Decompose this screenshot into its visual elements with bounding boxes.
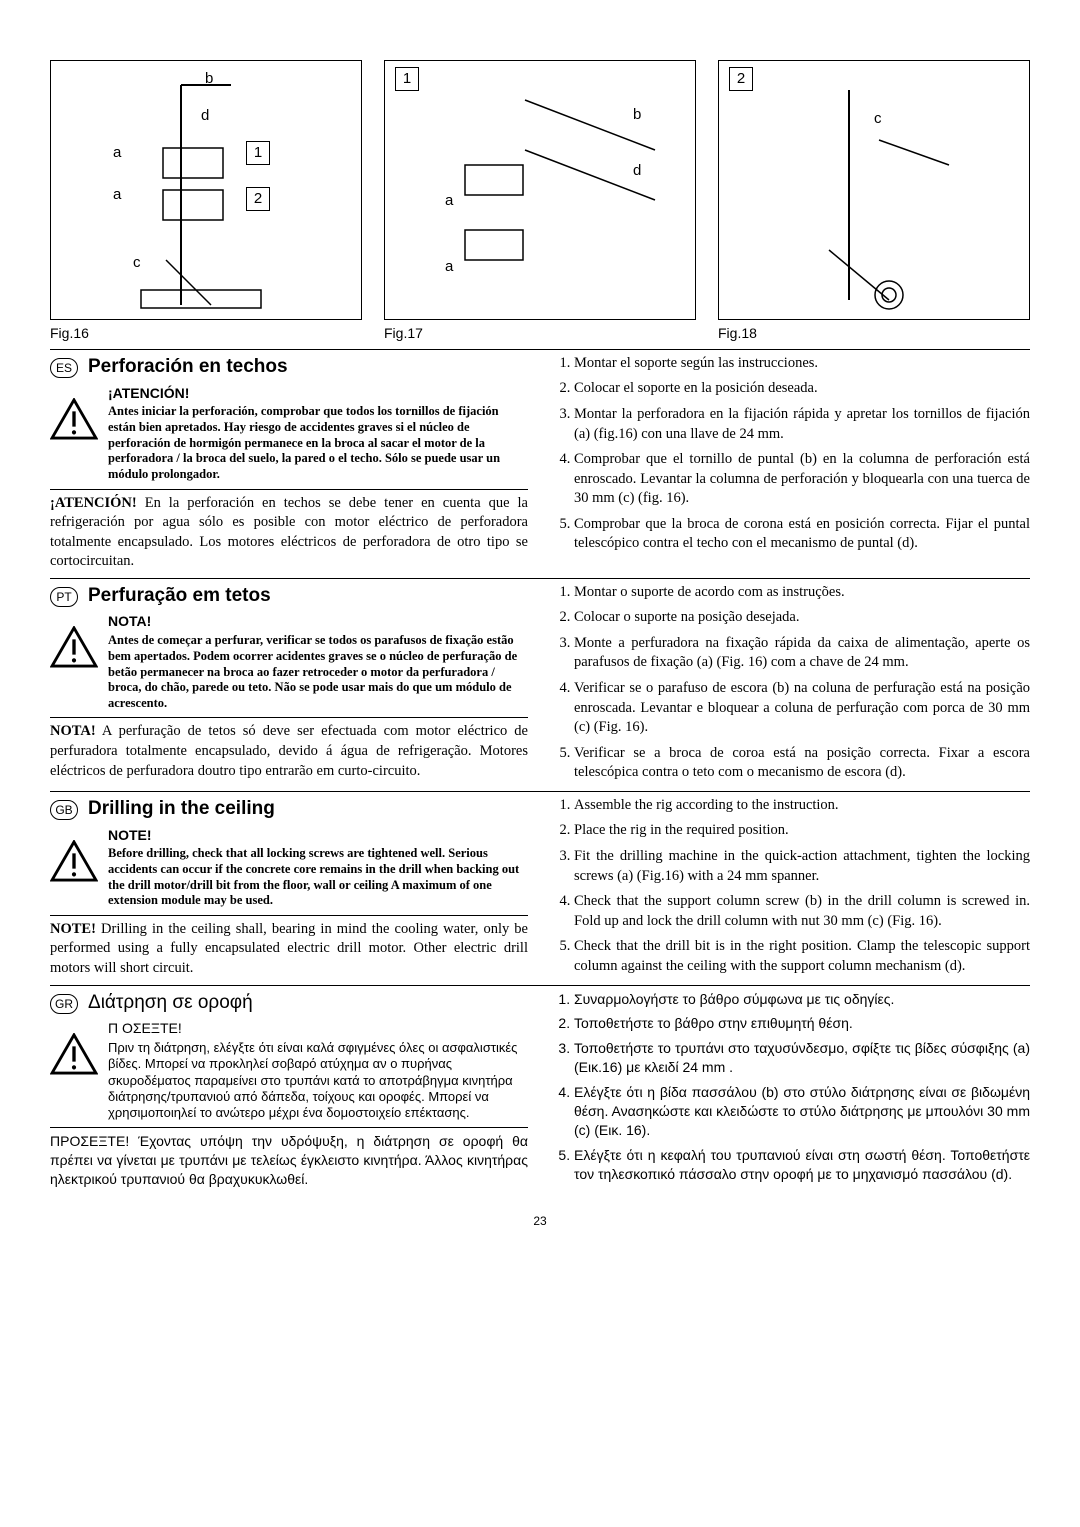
note-pt: NOTA! A perfuração de tetos só deve ser … (50, 722, 528, 781)
warn-heading-gb: NOTE! (108, 826, 528, 845)
warning-icon (50, 398, 98, 440)
warning-gr: Π ΟΣΕΞΤΕ! Πριν τη διάτρηση, ελέγξτε ότι … (50, 1019, 528, 1121)
warn-heading-es: ¡ATENCIÓN! (108, 384, 528, 403)
warning-icon (50, 626, 98, 668)
step: Check that the drill bit is in the right… (574, 937, 1030, 976)
warning-gb: NOTE! Before drilling, check that all lo… (50, 826, 528, 909)
section-pt: PT Perfuração em tetos NOTA! Antes de co… (50, 583, 1030, 789)
fig17-label-a2: a (445, 257, 453, 277)
badge-pt: PT (50, 587, 78, 607)
divider-es-pt (50, 578, 1030, 579)
divider-gb-gr (50, 985, 1030, 986)
note-gb: NOTE! Drilling in the ceiling shall, bea… (50, 920, 528, 979)
step: Place the rig in the required position. (574, 821, 1030, 841)
step: Συναρμολογήστε το βάθρο σύμφωνα με τις ο… (574, 990, 1030, 1009)
note-gr: ΠΡΟΣΕΞΤΕ! Έχοντας υπόψη την υδρόψυξη, η … (50, 1132, 528, 1189)
figure-18: 2 c (718, 60, 1030, 320)
fig17-label-d: d (633, 161, 641, 181)
step: Assemble the rig according to the instru… (574, 796, 1030, 816)
step: Comprobar que la broca de corona está en… (574, 515, 1030, 554)
step: Verificar se a broca de coroa está na po… (574, 744, 1030, 783)
fig17-label-b: b (633, 105, 641, 125)
title-gb: Drilling in the ceiling (88, 796, 275, 822)
badge-gb: GB (50, 800, 78, 820)
title-es: Perforación en techos (88, 354, 288, 380)
warn-heading-gr: Π ΟΣΕΞΤΕ! (108, 1019, 528, 1038)
divider-gb (50, 915, 528, 916)
step: Τοποθετήστε το βάθρο στην επιθυμητή θέση… (574, 1014, 1030, 1033)
step: Ελέγξτε ότι η βίδα πασσάλου (b) στο στύλ… (574, 1083, 1030, 1140)
step: Τοποθετήστε το τρυπάνι στο ταχυσύνδεσμο,… (574, 1039, 1030, 1077)
fig16-label-b: b (205, 69, 213, 89)
section-es: ES Perforación en techos ¡ATENCIÓN! Ante… (50, 354, 1030, 576)
step: Colocar o suporte na posição desejada. (574, 608, 1030, 628)
badge-es: ES (50, 358, 78, 378)
warn-text-pt: Antes de começar a perfurar, verificar s… (108, 633, 528, 711)
page-number: 23 (50, 1213, 1030, 1229)
divider-pt-gb (50, 791, 1030, 792)
step: Montar la perforadora en la fijación ráp… (574, 405, 1030, 444)
warn-text-gr: Πριν τη διάτρηση, ελέγξτε ότι είναι καλά… (108, 1040, 528, 1121)
fig17-num: 1 (395, 67, 419, 91)
step: Colocar el soporte en la posición desead… (574, 379, 1030, 399)
title-pt: Perfuração em tetos (88, 583, 271, 609)
warn-text-es: Antes iniciar la perforación, comprobar … (108, 404, 528, 482)
warn-heading-pt: NOTA! (108, 612, 528, 631)
fig16-label-a1: a (113, 143, 121, 163)
figure-18-svg (739, 70, 1009, 310)
title-gr: Διάτρηση σε οροφή (88, 990, 253, 1016)
warning-icon (50, 1033, 98, 1075)
warning-icon (50, 840, 98, 882)
note-es: ¡ATENCIÓN! En la perforación en techos s… (50, 494, 528, 572)
divider-gr (50, 1127, 528, 1128)
figure-labels: Fig.16 Fig.17 Fig.18 (50, 324, 1030, 343)
fig17-label-a1: a (445, 191, 453, 211)
step: Check that the support column screw (b) … (574, 892, 1030, 931)
step: Montar el soporte según las instruccione… (574, 354, 1030, 374)
steps-es: Montar el soporte según las instruccione… (552, 354, 1030, 554)
figures-row: b d a a c 1 2 1 b d a a 2 c (50, 60, 1030, 320)
fig16-caption: Fig.16 (50, 324, 362, 343)
step: Comprobar que el tornillo de puntal (b) … (574, 450, 1030, 509)
divider-es (50, 489, 528, 490)
step: Ελέγξτε ότι η κεφαλή του τρυπανιού είναι… (574, 1146, 1030, 1184)
divider-top (50, 349, 1030, 350)
figure-16: b d a a c 1 2 (50, 60, 362, 320)
step: Fit the drilling machine in the quick-ac… (574, 847, 1030, 886)
fig18-num: 2 (729, 67, 753, 91)
figure-17: 1 b d a a (384, 60, 696, 320)
step: Verificar se o parafuso de escora (b) na… (574, 679, 1030, 738)
step: Monte a perfuradora na fixação rápida da… (574, 634, 1030, 673)
divider-pt (50, 717, 528, 718)
steps-gb: Assemble the rig according to the instru… (552, 796, 1030, 977)
fig17-caption: Fig.17 (384, 324, 696, 343)
section-gb: GB Drilling in the ceiling NOTE! Before … (50, 796, 1030, 983)
warn-text-gb: Before drilling, check that all locking … (108, 846, 528, 909)
fig16-label-d: d (201, 106, 209, 126)
fig18-caption: Fig.18 (718, 324, 1030, 343)
fig16-num-1: 1 (246, 141, 270, 165)
fig18-label-c: c (874, 109, 882, 129)
warning-es: ¡ATENCIÓN! Antes iniciar la perforación,… (50, 384, 528, 483)
warning-pt: NOTA! Antes de começar a perfurar, verif… (50, 612, 528, 711)
badge-gr: GR (50, 994, 78, 1014)
section-gr: GR Διάτρηση σε οροφή Π ΟΣΕΞΤΕ! Πριν τη δ… (50, 990, 1030, 1193)
fig16-label-a2: a (113, 185, 121, 205)
steps-pt: Montar o suporte de acordo com as instru… (552, 583, 1030, 783)
fig16-num-2: 2 (246, 187, 270, 211)
steps-gr: Συναρμολογήστε το βάθρο σύμφωνα με τις ο… (552, 990, 1030, 1184)
step: Montar o suporte de acordo com as instru… (574, 583, 1030, 603)
fig16-label-c: c (133, 253, 141, 273)
